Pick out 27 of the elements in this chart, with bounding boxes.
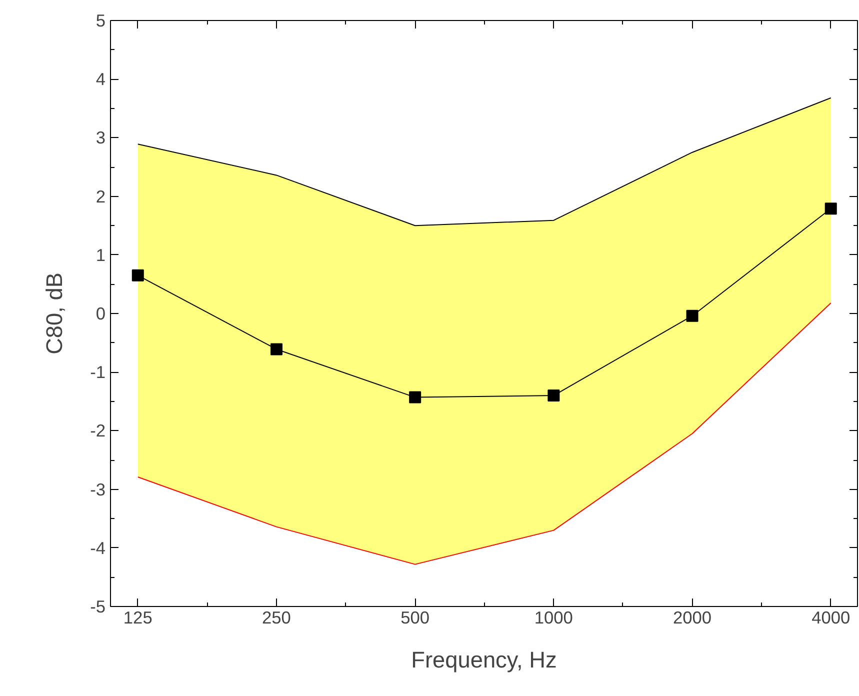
point bbox=[686, 310, 698, 322]
y-axis-title: C80, dB bbox=[41, 272, 68, 354]
line-series bbox=[137, 97, 832, 226]
point bbox=[824, 202, 837, 215]
point bbox=[132, 269, 144, 282]
line-series bbox=[137, 302, 832, 565]
y-tick-label: -5 bbox=[90, 596, 106, 616]
x-tick-label: 2000 bbox=[672, 608, 712, 628]
point bbox=[270, 343, 282, 356]
y-tick-label: 1 bbox=[96, 244, 106, 265]
y-tick-label: -1 bbox=[90, 362, 106, 382]
y-tick-label: 5 bbox=[96, 10, 106, 30]
x-tick-label: 4000 bbox=[812, 608, 850, 628]
y-tick-label: 0 bbox=[96, 304, 106, 324]
y-tick-label: -3 bbox=[90, 479, 106, 500]
y-tick-label: -4 bbox=[90, 538, 106, 558]
x-tick-label: 1000 bbox=[534, 608, 573, 628]
y-tick-label: 4 bbox=[96, 69, 106, 90]
y-tick-label: 3 bbox=[96, 128, 106, 148]
x-axis-title: Frequency, Hz bbox=[411, 646, 557, 672]
x-tick-label: 125 bbox=[123, 608, 152, 628]
point bbox=[548, 390, 560, 402]
x-tick-label: 500 bbox=[400, 608, 430, 628]
y-tick-label: 2 bbox=[96, 186, 106, 206]
x-tick-label: 250 bbox=[262, 608, 291, 628]
y-tick-label: -2 bbox=[90, 420, 106, 441]
point bbox=[409, 391, 422, 404]
